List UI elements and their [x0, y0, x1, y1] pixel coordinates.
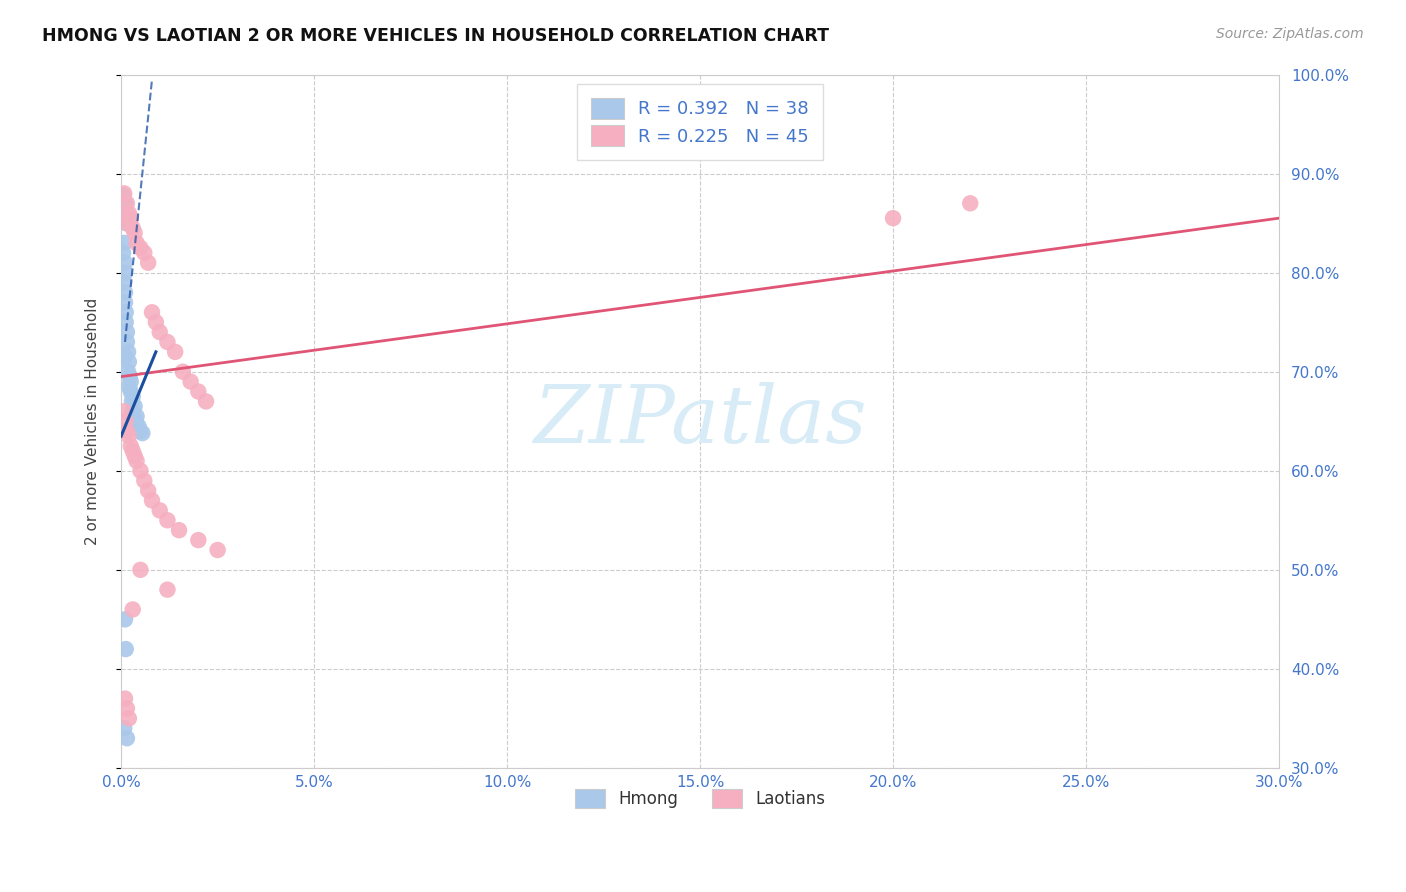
- Point: [149, 325, 172, 339]
- Point: [167, 523, 190, 537]
- Point: [121, 221, 143, 235]
- Point: [114, 266, 136, 280]
- Point: [128, 419, 150, 434]
- Point: [124, 449, 146, 463]
- Point: [120, 439, 142, 453]
- Point: [136, 256, 159, 270]
- Point: [141, 493, 163, 508]
- Point: [118, 429, 141, 443]
- Point: [129, 424, 152, 438]
- Point: [112, 235, 135, 250]
- Point: [118, 379, 141, 393]
- Point: [114, 216, 136, 230]
- Point: [145, 315, 167, 329]
- Point: [207, 543, 229, 558]
- Point: [120, 375, 142, 389]
- Point: [134, 245, 156, 260]
- Point: [136, 483, 159, 498]
- Point: [156, 582, 179, 597]
- Point: [125, 235, 148, 250]
- Point: [112, 186, 135, 201]
- Point: [112, 206, 135, 220]
- Point: [112, 188, 135, 202]
- Point: [114, 350, 136, 364]
- Point: [115, 701, 138, 715]
- Y-axis label: 2 or more Vehicles in Household: 2 or more Vehicles in Household: [86, 298, 100, 545]
- Point: [117, 365, 139, 379]
- Point: [112, 404, 135, 418]
- Point: [121, 389, 143, 403]
- Point: [114, 256, 136, 270]
- Point: [118, 206, 141, 220]
- Point: [115, 424, 138, 438]
- Point: [125, 454, 148, 468]
- Point: [112, 722, 135, 736]
- Point: [117, 344, 139, 359]
- Text: HMONG VS LAOTIAN 2 OR MORE VEHICLES IN HOUSEHOLD CORRELATION CHART: HMONG VS LAOTIAN 2 OR MORE VEHICLES IN H…: [42, 27, 830, 45]
- Point: [187, 533, 209, 548]
- Point: [120, 211, 142, 226]
- Point: [112, 276, 135, 290]
- Point: [118, 355, 141, 369]
- Point: [882, 211, 904, 226]
- Point: [114, 285, 136, 300]
- Point: [180, 375, 202, 389]
- Point: [121, 404, 143, 418]
- Point: [195, 394, 218, 409]
- Point: [114, 642, 136, 657]
- Point: [114, 315, 136, 329]
- Point: [114, 691, 136, 706]
- Point: [115, 731, 138, 746]
- Point: [114, 612, 136, 626]
- Point: [131, 426, 153, 441]
- Point: [129, 464, 152, 478]
- Point: [134, 474, 156, 488]
- Point: [149, 503, 172, 517]
- Point: [124, 226, 146, 240]
- Point: [112, 245, 135, 260]
- Point: [118, 369, 141, 384]
- Point: [129, 563, 152, 577]
- Point: [125, 409, 148, 424]
- Point: [129, 241, 152, 255]
- Point: [121, 394, 143, 409]
- Point: [114, 295, 136, 310]
- Point: [112, 196, 135, 211]
- Point: [115, 216, 138, 230]
- Point: [172, 365, 194, 379]
- Point: [141, 305, 163, 319]
- Legend: Hmong, Laotians: Hmong, Laotians: [568, 782, 832, 815]
- Text: ZIPatlas: ZIPatlas: [533, 383, 868, 460]
- Point: [118, 711, 141, 725]
- Point: [121, 444, 143, 458]
- Point: [124, 400, 146, 414]
- Point: [114, 305, 136, 319]
- Point: [959, 196, 981, 211]
- Point: [187, 384, 209, 399]
- Point: [121, 602, 143, 616]
- Point: [114, 211, 136, 226]
- Point: [114, 196, 136, 211]
- Point: [156, 513, 179, 527]
- Point: [115, 334, 138, 349]
- Point: [165, 344, 187, 359]
- Point: [115, 196, 138, 211]
- Point: [120, 384, 142, 399]
- Point: [114, 414, 136, 428]
- Point: [115, 325, 138, 339]
- Text: Source: ZipAtlas.com: Source: ZipAtlas.com: [1216, 27, 1364, 41]
- Point: [125, 414, 148, 428]
- Point: [156, 334, 179, 349]
